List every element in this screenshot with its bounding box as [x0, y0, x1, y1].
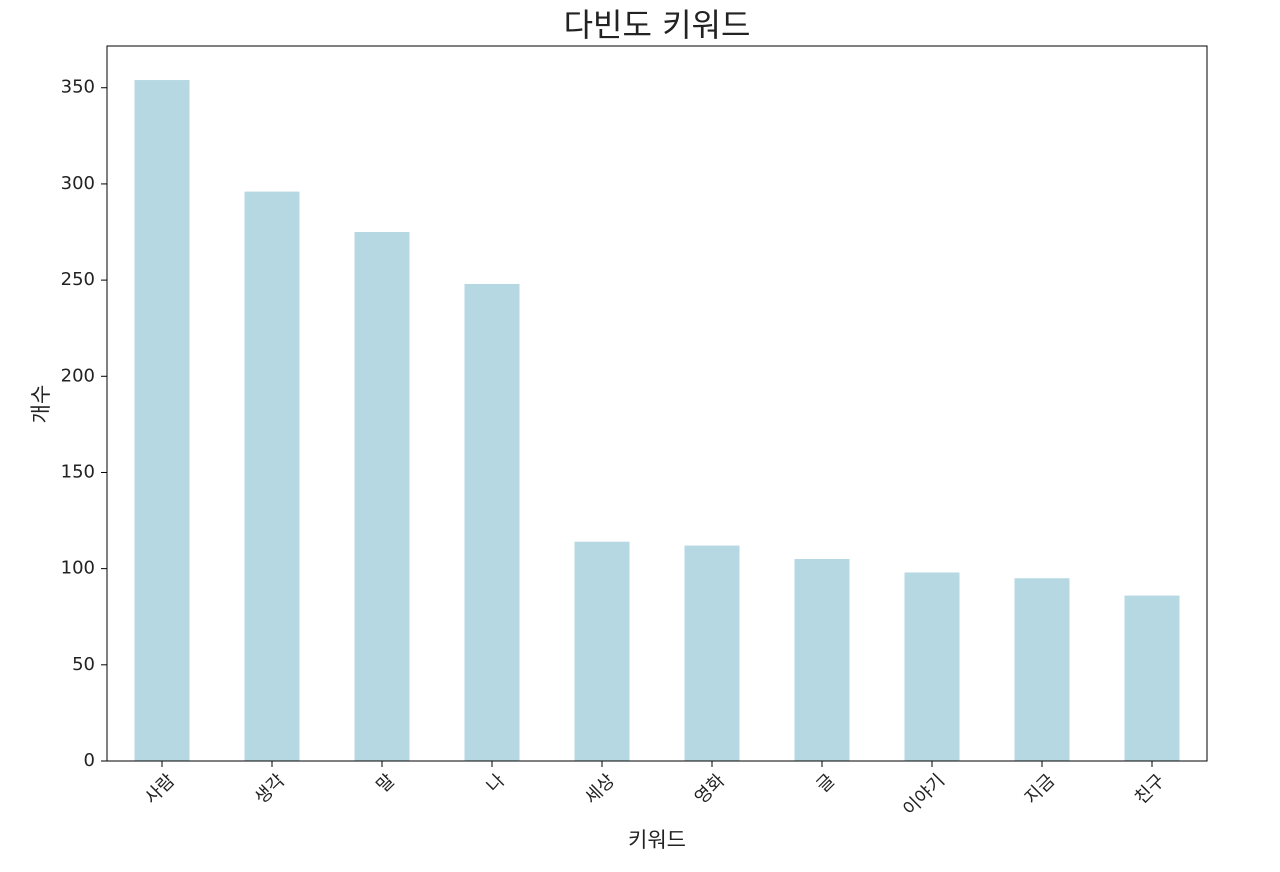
- y-tick-label: 250: [61, 269, 95, 290]
- x-tick-label: 영화: [691, 770, 729, 808]
- y-tick-label: 50: [72, 654, 95, 675]
- bar: [1014, 578, 1070, 761]
- bar: [244, 191, 300, 761]
- x-tick-label: 글: [813, 770, 840, 797]
- x-tick-label: 사람: [141, 770, 179, 808]
- bar: [574, 541, 630, 761]
- chart-title: 다빈도 키워드: [564, 6, 751, 44]
- y-tick-label: 100: [61, 558, 95, 579]
- bar: [354, 232, 410, 761]
- y-tick-label: 300: [61, 173, 95, 194]
- y-axis-label: 개수: [29, 385, 53, 424]
- bar: [794, 559, 850, 761]
- x-tick-label: 나: [483, 770, 510, 797]
- y-tick-label: 150: [61, 461, 95, 482]
- x-tick-label: 세상: [581, 770, 619, 808]
- bar: [904, 572, 960, 761]
- bar: [1124, 595, 1180, 761]
- x-axis-label: 키워드: [628, 828, 686, 852]
- x-tick-label: 지금: [1021, 770, 1059, 808]
- x-tick-label: 이야기: [899, 770, 949, 820]
- x-tick-label: 생각: [251, 770, 289, 808]
- y-tick-label: 0: [84, 750, 95, 771]
- y-tick-label: 200: [61, 365, 95, 386]
- bar: [134, 80, 190, 762]
- bar: [684, 545, 740, 761]
- bar: [464, 283, 520, 761]
- x-tick-label: 말: [373, 770, 400, 797]
- y-tick-label: 350: [61, 77, 95, 98]
- x-tick-label: 친구: [1131, 770, 1169, 808]
- axes-frame: [106, 45, 1208, 762]
